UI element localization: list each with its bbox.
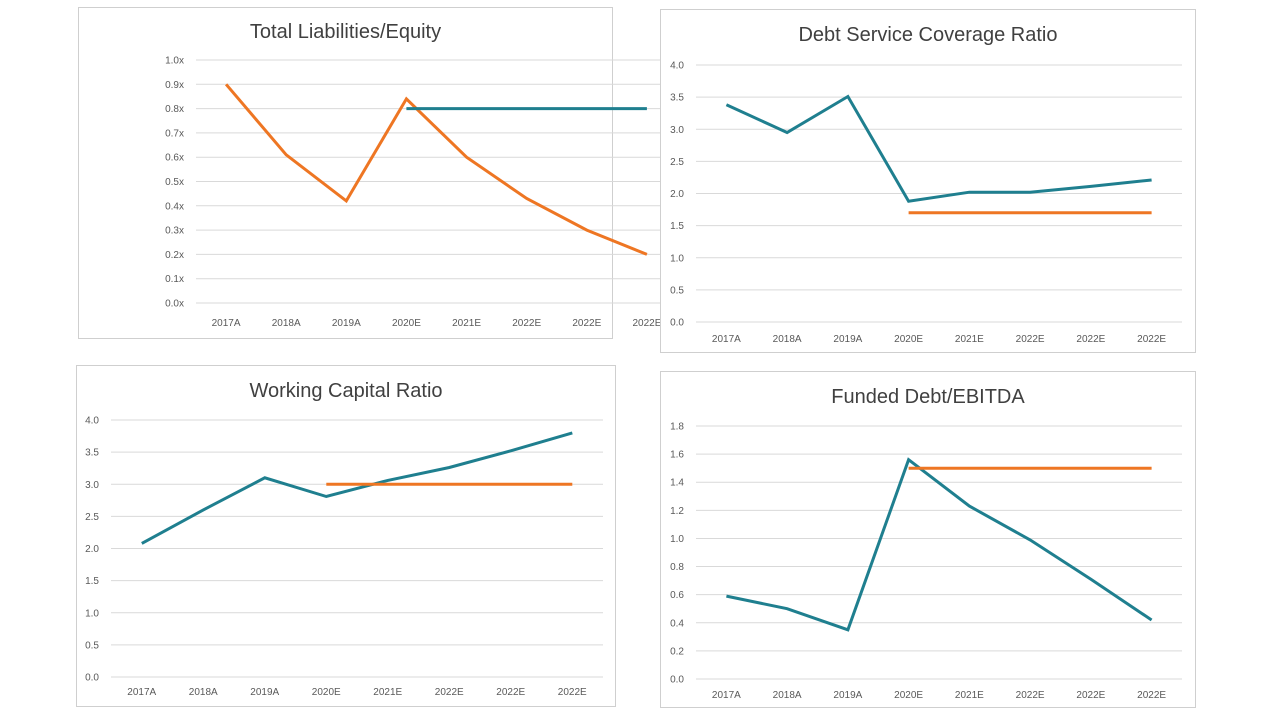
x-tick-label: 2020E: [894, 334, 923, 345]
x-tick-label: 2018A: [272, 318, 301, 329]
chart-title: Total Liabilities/Equity: [249, 21, 442, 43]
chart-total-liabilities-equity: Total Liabilities/Equity 0.0x 0.1x 0.2x 0.3…: [78, 7, 677, 339]
x-tick-label: 2022E: [1137, 690, 1166, 701]
y-tick-label: 0.5: [670, 285, 684, 296]
x-tick-label: 2022E: [512, 318, 541, 329]
chart-title: Debt Service Coverage Ratio: [798, 24, 1058, 46]
x-tick-label: 2017A: [127, 687, 156, 698]
y-tick-label: 3.0: [85, 480, 99, 491]
chart-plot: 0.0 0.5 1.0 1.5 2.0 2.5 3.0 3.5 4.0 2017A 2018A 201…: [85, 416, 603, 698]
x-tick-label: 2018A: [773, 334, 802, 345]
y-tick-label: 0.6: [670, 590, 684, 601]
y-tick-label: 0.6x: [165, 153, 184, 164]
x-tick-label: 2020E: [312, 687, 341, 698]
y-tick-label: 0.5x: [165, 177, 184, 188]
y-tick-label: 1.4: [670, 478, 684, 489]
x-tick-label: 2019A: [833, 690, 862, 701]
y-tick-label: 3.5: [670, 93, 684, 104]
chart-working-capital-ratio: Working Capital Ratio 0.0 0.5 1.0 1.5 2.0 2.5…: [76, 365, 616, 707]
y-tick-label: 1.8: [670, 422, 684, 433]
x-tick-label: 2022E: [632, 318, 661, 329]
chart-title: Funded Debt/EBITDA: [831, 386, 1025, 408]
y-tick-label: 0.4: [670, 618, 684, 629]
series-line-actual: [141, 431, 573, 545]
y-tick-label: 0.5: [85, 640, 99, 651]
x-tick-label: 2019A: [833, 334, 862, 345]
y-tick-label: 0.8: [670, 562, 684, 573]
x-tick-label: 2022E: [1137, 334, 1166, 345]
y-tick-label: 0.4x: [165, 201, 184, 212]
series-line-actual: [224, 83, 648, 256]
x-tick-label: 2018A: [189, 687, 218, 698]
x-tick-label: 2017A: [712, 334, 741, 345]
y-tick-label: 1.0: [670, 253, 684, 264]
x-tick-label: 2022E: [558, 687, 587, 698]
series-line-actual: [726, 457, 1153, 632]
chart-funded-debt-ebitda: Funded Debt/EBITDA 0.0 0.2 0.4 0.6 0.8 1.0 1.2…: [660, 371, 1196, 708]
x-tick-label: 2021E: [955, 690, 984, 701]
x-tick-label: 2020E: [894, 690, 923, 701]
y-tick-label: 1.5: [670, 221, 684, 232]
x-tick-label: 2019A: [332, 318, 361, 329]
x-tick-label: 2022E: [572, 318, 601, 329]
y-tick-label: 0.1x: [165, 274, 184, 285]
y-tick-label: 3.5: [85, 448, 99, 459]
y-tick-label: 4.0: [85, 416, 99, 427]
x-tick-label: 2017A: [212, 318, 241, 329]
y-tick-label: 1.0: [85, 608, 99, 619]
y-tick-label: 3.0: [670, 125, 684, 136]
y-tick-label: 0.2x: [165, 250, 184, 261]
x-tick-label: 2022E: [435, 687, 464, 698]
x-tick-label: 2022E: [496, 687, 525, 698]
y-tick-label: 2.0: [85, 544, 99, 555]
x-tick-label: 2022E: [1016, 334, 1045, 345]
x-tick-label: 2022E: [1076, 334, 1105, 345]
y-tick-label: 1.6: [670, 450, 684, 461]
y-tick-label: 0.0x: [165, 299, 184, 310]
x-tick-label: 2018A: [773, 690, 802, 701]
x-tick-label: 2021E: [452, 318, 481, 329]
y-tick-label: 1.0: [670, 534, 684, 545]
chart-plot: 0.0 0.2 0.4 0.6 0.8 1.0 1.2 1.4 1.6 1.8 2017A 2018A…: [670, 422, 1182, 701]
y-tick-label: 0.2: [670, 646, 684, 657]
y-tick-label: 2.0: [670, 189, 684, 200]
x-tick-label: 2020E: [392, 318, 421, 329]
y-tick-label: 0.3x: [165, 226, 184, 237]
y-tick-label: 1.0x: [165, 56, 184, 67]
y-tick-label: 0.0: [670, 318, 684, 329]
y-tick-label: 0.9x: [165, 80, 184, 91]
x-tick-label: 2022E: [1076, 690, 1105, 701]
x-tick-label: 2021E: [955, 334, 984, 345]
y-tick-label: 1.5: [85, 576, 99, 587]
chart-plot: 0.0x 0.1x 0.2x 0.3x 0.4x 0.5x 0.6x 0.7x 0.8x 0.9x…: [165, 56, 677, 329]
y-tick-label: 0.7x: [165, 128, 184, 139]
x-tick-label: 2019A: [250, 687, 279, 698]
y-tick-label: 4.0: [670, 61, 684, 72]
y-tick-label: 1.2: [670, 506, 684, 517]
x-tick-label: 2022E: [1016, 690, 1045, 701]
y-tick-label: 0.0: [85, 673, 99, 684]
chart-debt-service-coverage-ratio: Debt Service Coverage Ratio 0.0 0.5 1.0 1.5…: [660, 9, 1196, 353]
chart-title: Working Capital Ratio: [249, 380, 443, 402]
series-line-actual: [725, 94, 1152, 203]
y-tick-label: 0.8x: [165, 104, 184, 115]
y-tick-label: 2.5: [85, 512, 99, 523]
x-tick-label: 2017A: [712, 690, 741, 701]
chart-plot: 0.0 0.5 1.0 1.5 2.0 2.5 3.0 3.5 4.0 2017A 2018A 201…: [670, 61, 1182, 345]
y-tick-label: 2.5: [670, 157, 684, 168]
x-tick-label: 2021E: [373, 687, 402, 698]
y-tick-label: 0.0: [670, 675, 684, 686]
